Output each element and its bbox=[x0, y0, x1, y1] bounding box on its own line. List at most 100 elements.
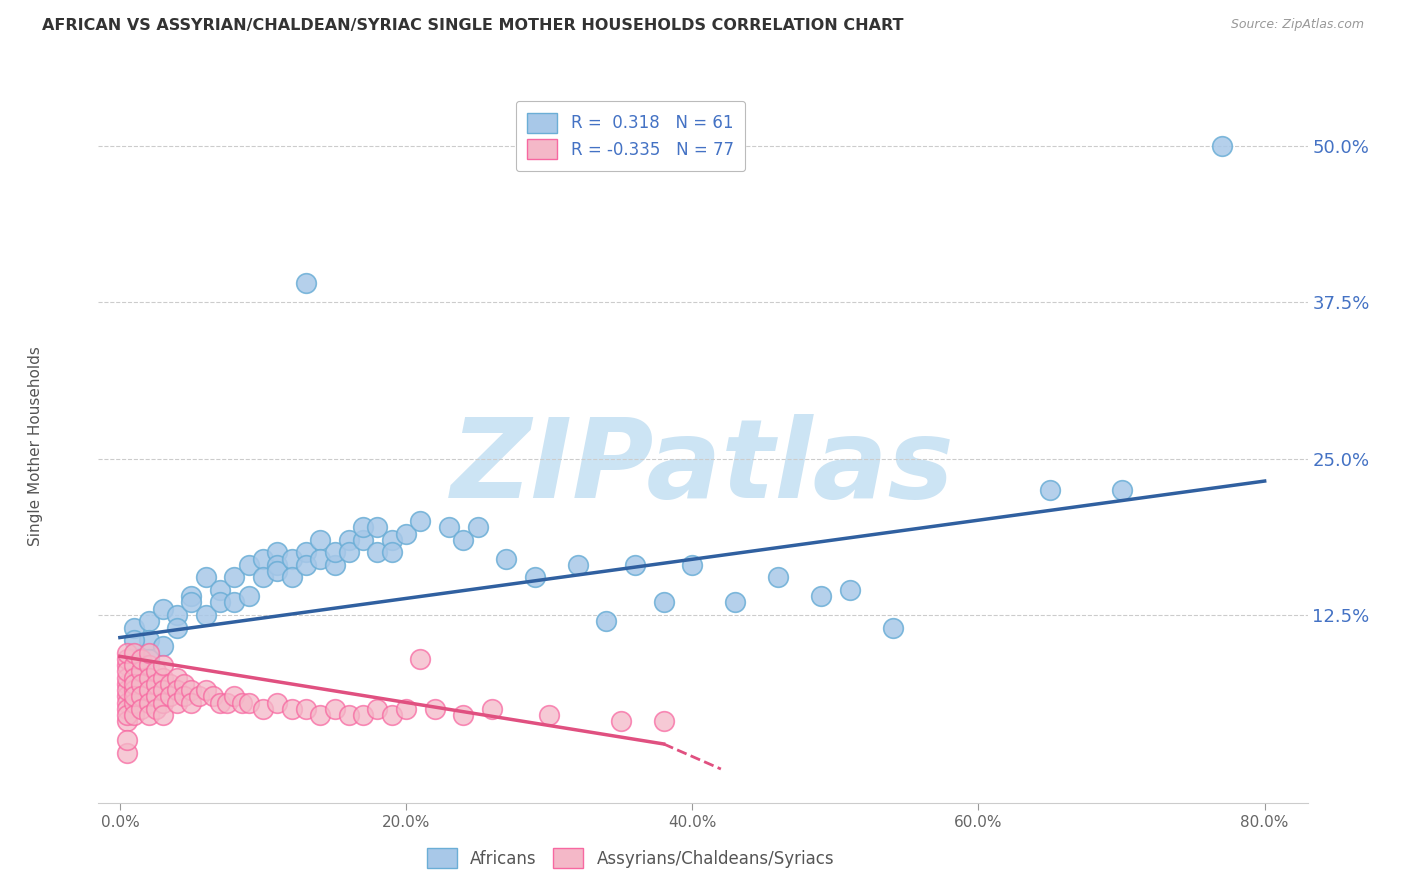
Point bbox=[481, 702, 503, 716]
Point bbox=[453, 708, 475, 723]
Point bbox=[138, 658, 160, 673]
Point bbox=[138, 683, 160, 698]
Text: Source: ZipAtlas.com: Source: ZipAtlas.com bbox=[1230, 18, 1364, 31]
Point bbox=[352, 708, 374, 723]
Point bbox=[194, 570, 217, 584]
Point bbox=[122, 683, 145, 698]
Point bbox=[323, 702, 346, 716]
Point bbox=[152, 640, 174, 654]
Point bbox=[115, 646, 138, 660]
Point bbox=[152, 671, 174, 685]
Point bbox=[115, 746, 138, 760]
Point bbox=[453, 533, 475, 547]
Point bbox=[567, 558, 589, 572]
Point bbox=[681, 558, 703, 572]
Point bbox=[1111, 483, 1133, 497]
Point bbox=[145, 702, 167, 716]
Point bbox=[166, 621, 188, 635]
Point bbox=[766, 570, 789, 584]
Point bbox=[173, 677, 195, 691]
Point bbox=[173, 690, 195, 704]
Point bbox=[115, 696, 138, 710]
Point bbox=[231, 696, 253, 710]
Point bbox=[252, 702, 274, 716]
Point bbox=[217, 696, 239, 710]
Point bbox=[437, 520, 460, 534]
Point bbox=[1211, 138, 1233, 153]
Point bbox=[1039, 483, 1062, 497]
Point bbox=[395, 702, 418, 716]
Point bbox=[115, 658, 138, 673]
Point bbox=[238, 696, 260, 710]
Point bbox=[224, 690, 246, 704]
Point bbox=[122, 708, 145, 723]
Point bbox=[138, 708, 160, 723]
Point bbox=[115, 714, 138, 729]
Point bbox=[652, 714, 675, 729]
Point bbox=[810, 589, 832, 603]
Point bbox=[295, 277, 318, 291]
Point bbox=[152, 683, 174, 698]
Point bbox=[238, 558, 260, 572]
Point bbox=[131, 652, 153, 666]
Point bbox=[166, 696, 188, 710]
Point bbox=[280, 551, 302, 566]
Point bbox=[138, 696, 160, 710]
Point bbox=[115, 683, 138, 698]
Legend: Africans, Assyrians/Chaldeans/Syriacs: Africans, Assyrians/Chaldeans/Syriacs bbox=[415, 837, 846, 880]
Point bbox=[115, 665, 138, 679]
Point bbox=[209, 582, 232, 597]
Point bbox=[209, 696, 232, 710]
Point bbox=[295, 545, 318, 559]
Point bbox=[122, 646, 145, 660]
Point bbox=[295, 702, 318, 716]
Point bbox=[194, 607, 217, 622]
Point bbox=[595, 614, 617, 628]
Point bbox=[180, 683, 202, 698]
Point bbox=[381, 708, 404, 723]
Point bbox=[280, 570, 302, 584]
Point bbox=[538, 708, 561, 723]
Point bbox=[122, 671, 145, 685]
Point bbox=[381, 533, 404, 547]
Point bbox=[366, 545, 388, 559]
Point bbox=[152, 658, 174, 673]
Point bbox=[138, 646, 160, 660]
Point bbox=[166, 607, 188, 622]
Point bbox=[180, 589, 202, 603]
Point bbox=[224, 595, 246, 609]
Point bbox=[395, 526, 418, 541]
Point bbox=[131, 665, 153, 679]
Point bbox=[252, 551, 274, 566]
Point bbox=[201, 690, 224, 704]
Point bbox=[266, 696, 288, 710]
Point bbox=[131, 690, 153, 704]
Point bbox=[115, 702, 138, 716]
Text: ZIPatlas: ZIPatlas bbox=[451, 414, 955, 521]
Point bbox=[152, 601, 174, 615]
Point bbox=[624, 558, 647, 572]
Point bbox=[180, 696, 202, 710]
Text: Single Mother Households: Single Mother Households bbox=[28, 346, 42, 546]
Point bbox=[337, 708, 360, 723]
Point bbox=[152, 696, 174, 710]
Point bbox=[122, 690, 145, 704]
Point bbox=[138, 652, 160, 666]
Text: AFRICAN VS ASSYRIAN/CHALDEAN/SYRIAC SINGLE MOTHER HOUSEHOLDS CORRELATION CHART: AFRICAN VS ASSYRIAN/CHALDEAN/SYRIAC SING… bbox=[42, 18, 904, 33]
Point bbox=[122, 621, 145, 635]
Point bbox=[266, 558, 288, 572]
Point bbox=[115, 677, 138, 691]
Point bbox=[194, 683, 217, 698]
Point bbox=[145, 690, 167, 704]
Point bbox=[115, 671, 138, 685]
Point bbox=[409, 652, 432, 666]
Point bbox=[131, 677, 153, 691]
Point bbox=[166, 683, 188, 698]
Point bbox=[295, 558, 318, 572]
Point bbox=[115, 690, 138, 704]
Point bbox=[467, 520, 489, 534]
Point bbox=[724, 595, 747, 609]
Point bbox=[309, 708, 332, 723]
Point bbox=[280, 702, 302, 716]
Point bbox=[115, 708, 138, 723]
